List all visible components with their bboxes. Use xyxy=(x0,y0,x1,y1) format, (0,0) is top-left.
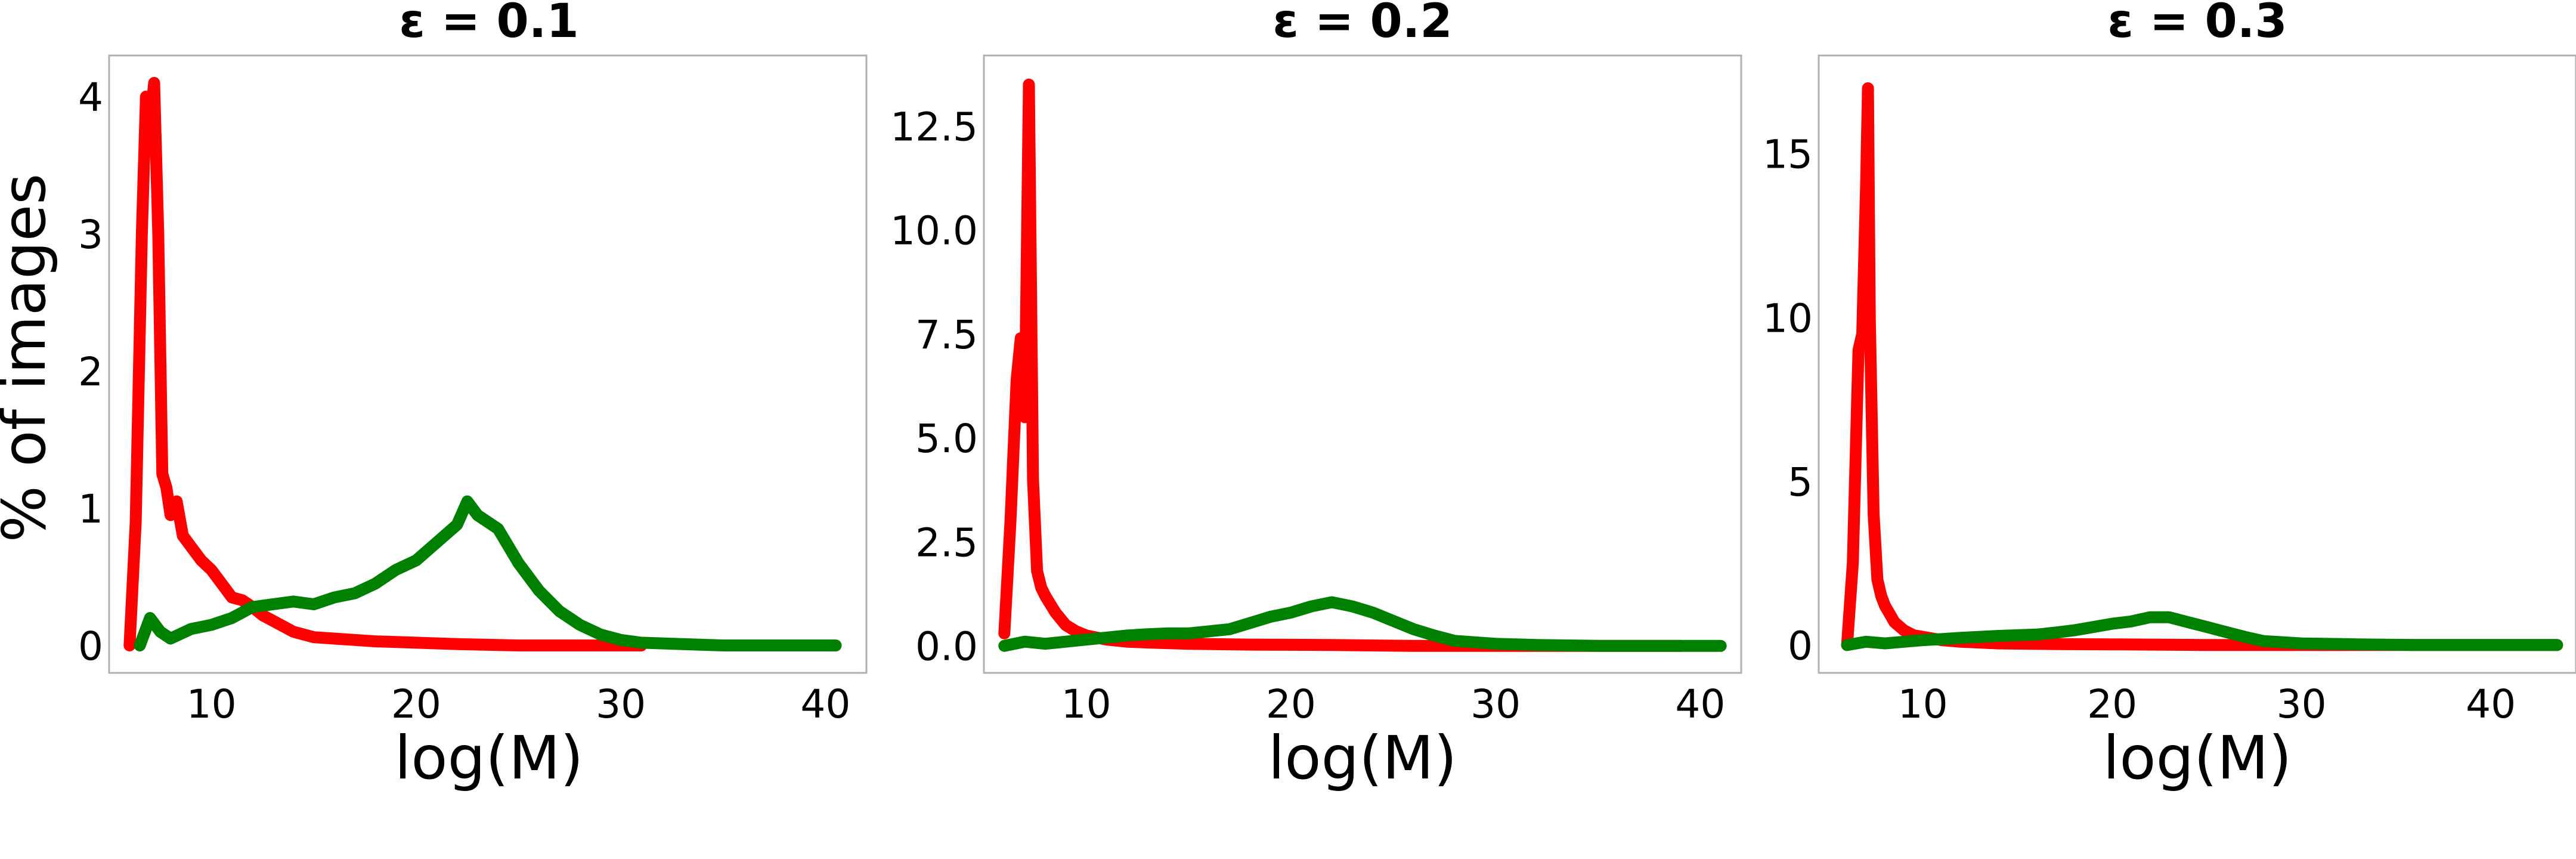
panel-2-series-green-line xyxy=(998,596,1727,652)
panel-2-ytick-label: 0.0 xyxy=(915,624,978,670)
panel-1-ytick-label: 0 xyxy=(78,623,103,669)
panel-1-x-ticks: 10 20 30 40 xyxy=(187,681,851,727)
panel-1: ε = 0.1 10 20 30 40 0 1 2 3 4 log(M) xyxy=(78,0,868,793)
panel-2-xtick-label: 20 xyxy=(1266,681,1316,727)
panel-2-xtick-label: 40 xyxy=(1675,681,1725,727)
panel-3-ytick-label: 0 xyxy=(1788,623,1813,669)
panel-2-series-red-line xyxy=(998,78,1686,652)
panel-1-title: ε = 0.1 xyxy=(399,0,578,48)
panel-3-title: ε = 0.3 xyxy=(2107,0,2287,48)
panel-3-xtick-label: 10 xyxy=(1898,681,1948,727)
panel-2-ytick-label: 5.0 xyxy=(915,416,978,462)
panel-3-ytick-label: 10 xyxy=(1763,295,1813,341)
panel-3-ytick-label: 15 xyxy=(1763,132,1813,178)
panel-1-xtick-label: 10 xyxy=(187,681,237,727)
panel-3-frame xyxy=(1818,54,2576,674)
panel-2-plot-area xyxy=(998,78,1727,652)
panel-3-series-green-line xyxy=(1841,611,2563,651)
panel-3-xtick-label: 20 xyxy=(2087,681,2137,727)
panel-2-ytick-label: 12.5 xyxy=(890,104,978,150)
panel-1-y-ticks: 0 1 2 3 4 xyxy=(78,75,103,669)
panel-1-ytick-label: 3 xyxy=(78,212,103,258)
panel-2-ytick-label: 7.5 xyxy=(915,312,978,358)
panel-1-ytick-label: 4 xyxy=(78,75,103,120)
panel-1-frame xyxy=(108,54,868,674)
panel-2-frame xyxy=(983,54,1742,674)
panel-3-xtick-label: 30 xyxy=(2277,681,2327,727)
panel-1-ytick-label: 1 xyxy=(78,486,103,532)
panel-1-xtick-label: 20 xyxy=(391,681,441,727)
panel-2: ε = 0.2 10 20 30 40 0.0 2.5 5.0 7.5 10.0 12.5 lo… xyxy=(890,0,1742,793)
figure-ylabel: % of images xyxy=(0,174,59,543)
panel-1-series-red-line xyxy=(123,77,648,651)
panel-1-ytick-label: 2 xyxy=(78,349,103,395)
panel-2-ytick-label: 10.0 xyxy=(890,208,978,254)
panel-2-x-ticks: 10 20 30 40 xyxy=(1061,681,1726,727)
panel-2-xtick-label: 30 xyxy=(1470,681,1521,727)
panel-2-xtick-label: 10 xyxy=(1061,681,1111,727)
panel-3-y-ticks: 0 5 10 15 xyxy=(1763,132,1813,669)
panel-1-xtick-label: 30 xyxy=(596,681,646,727)
panel-1-plot-area xyxy=(123,77,842,651)
panel-2-xlabel: log(M) xyxy=(1268,723,1457,793)
panel-1-series-green-line xyxy=(134,495,842,651)
panel-2-title: ε = 0.2 xyxy=(1272,0,1452,48)
panel-3: ε = 0.3 10 20 30 40 0 5 10 15 log(M) xyxy=(1763,0,2576,793)
panel-2-y-ticks: 0.0 2.5 5.0 7.5 10.0 12.5 xyxy=(890,104,978,669)
panel-2-ytick-label: 2.5 xyxy=(915,520,978,566)
panel-3-ytick-label: 5 xyxy=(1788,459,1813,505)
panel-3-xtick-label: 40 xyxy=(2466,681,2516,727)
panel-1-xtick-label: 40 xyxy=(800,681,850,727)
panel-3-series-red-line xyxy=(1841,82,2563,651)
panel-3-plot-area xyxy=(1841,82,2563,651)
panel-3-x-ticks: 10 20 30 40 xyxy=(1898,681,2516,727)
panel-3-xlabel: log(M) xyxy=(2103,723,2292,793)
panel-1-xlabel: log(M) xyxy=(395,723,584,793)
